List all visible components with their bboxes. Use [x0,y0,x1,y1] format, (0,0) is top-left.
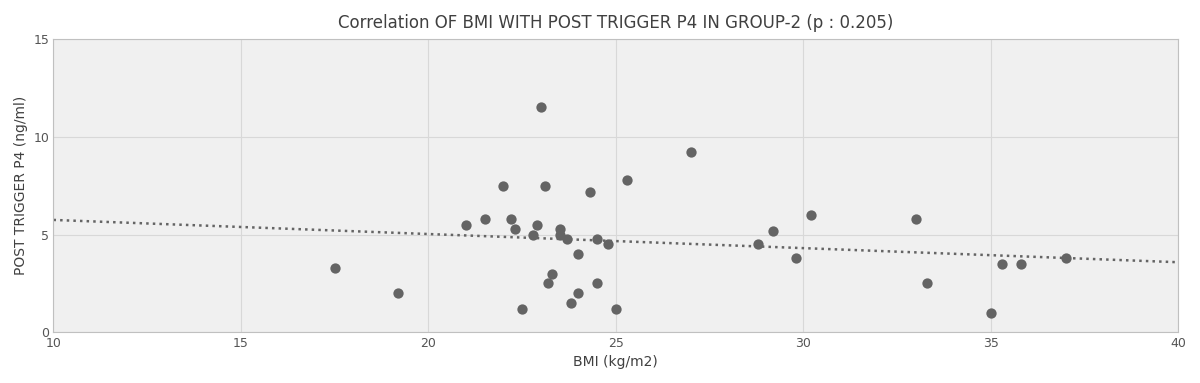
Point [523,232,542,238]
Point [682,149,701,155]
Point [569,290,588,296]
Point [389,290,408,296]
Point [325,265,344,271]
Y-axis label: POST TRIGGER P4 (ng/ml): POST TRIGGER P4 (ng/ml) [14,96,28,275]
Point [493,183,512,189]
Point [749,241,768,247]
Point [917,280,936,286]
Title: Correlation OF BMI WITH POST TRIGGER P4 IN GROUP-2 (p : 0.205): Correlation OF BMI WITH POST TRIGGER P4 … [338,14,894,32]
Point [588,280,607,286]
Point [786,255,805,261]
Point [505,226,524,232]
Point [906,216,925,222]
Point [802,212,821,218]
Point [562,300,581,306]
Point [763,228,782,234]
Point [558,236,577,242]
Point [532,105,551,111]
Point [550,226,569,232]
Point [535,183,554,189]
Point [992,261,1012,267]
Point [618,177,637,183]
Point [588,236,607,242]
X-axis label: BMI (kg/m2): BMI (kg/m2) [574,355,659,369]
Point [502,216,521,222]
Point [580,188,599,195]
Point [550,232,569,238]
Point [542,271,562,277]
Point [1012,261,1031,267]
Point [456,222,475,228]
Point [475,216,494,222]
Point [599,241,618,247]
Point [512,306,532,312]
Point [528,222,547,228]
Point [569,251,588,257]
Point [1056,255,1075,261]
Point [539,280,558,286]
Point [982,310,1001,316]
Point [606,306,625,312]
